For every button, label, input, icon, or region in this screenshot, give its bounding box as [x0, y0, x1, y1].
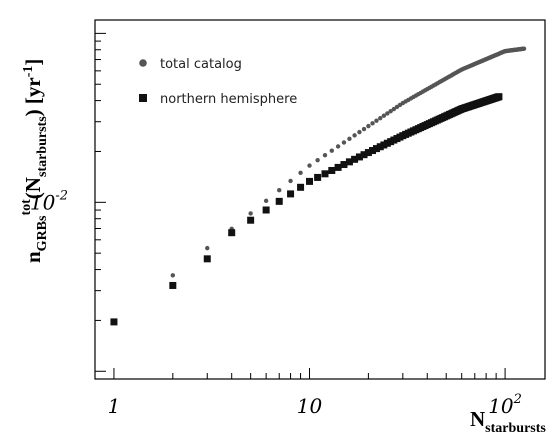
- y-tick-label: 10-2: [30, 188, 68, 214]
- x-axis-title-sub: starbursts: [485, 421, 546, 436]
- y-tick-label-exp: -2: [55, 188, 68, 203]
- y-axis-title-open: (N: [21, 177, 45, 199]
- data-point: [228, 229, 236, 237]
- x-tick-label-base: 1: [108, 394, 121, 418]
- data-point: [110, 318, 118, 326]
- x-axis-title: Nstarbursts: [470, 407, 546, 436]
- data-point: [315, 157, 320, 163]
- data-point: [388, 108, 393, 114]
- data-point: [378, 115, 383, 121]
- y-axis-title-n: n: [21, 251, 45, 263]
- legend-label: total catalog: [160, 57, 242, 72]
- series-northern-hemisphere: [110, 93, 503, 326]
- data-point: [341, 140, 347, 145]
- y-axis-title-sub2: starbursts: [35, 116, 50, 177]
- legend-marker-square: [139, 94, 147, 102]
- data-point: [370, 121, 375, 126]
- data-point: [329, 148, 335, 153]
- data-point: [297, 183, 305, 191]
- series-total-catalog: [111, 46, 527, 325]
- y-axis-title-close: ) [yr: [21, 77, 45, 116]
- legend-label: northern hemisphere: [160, 92, 297, 107]
- data-point: [391, 106, 397, 112]
- data-point: [322, 153, 328, 158]
- data-point: [340, 161, 348, 169]
- x-tick-label-exp: 2: [513, 392, 522, 407]
- legend-marker-circle: [139, 59, 147, 67]
- data-point: [205, 245, 210, 251]
- data-point: [307, 163, 312, 168]
- data-point: [366, 123, 371, 129]
- y-axis-title-sup2: -1: [21, 66, 36, 78]
- x-axis-title-base: N: [470, 407, 485, 431]
- legend: total catalog northern hemisphere: [139, 57, 297, 107]
- x-tick-label-base: 10: [297, 394, 323, 418]
- data-point: [361, 126, 367, 132]
- data-point: [495, 93, 503, 101]
- data-point: [275, 197, 283, 205]
- data-point: [352, 133, 357, 138]
- y-axis-title-sup: tot: [19, 199, 34, 216]
- y-axis-title: nGRBstot(Nstarbursts) [yr-1]: [19, 59, 50, 263]
- data-point: [372, 145, 380, 153]
- plot-frame: [94, 19, 546, 380]
- y-axis-title-end: ]: [21, 59, 45, 66]
- data-point: [321, 170, 329, 178]
- data-point: [328, 166, 336, 174]
- data-point: [248, 211, 253, 216]
- data-point: [369, 147, 377, 155]
- data-point: [521, 46, 527, 51]
- data-point: [298, 170, 303, 176]
- data-point: [247, 216, 255, 224]
- data-point: [381, 113, 387, 118]
- data-point: [347, 136, 352, 142]
- y-ticks: 10-2: [30, 32, 106, 380]
- data-point: [334, 163, 342, 171]
- data-point: [263, 198, 269, 204]
- data-point: [335, 144, 341, 149]
- data-point: [277, 187, 282, 193]
- x-tick-label-base: 10: [488, 394, 514, 418]
- y-axis-title-sub1: GRBs: [35, 215, 50, 251]
- data-point: [314, 173, 322, 181]
- x-tick-label: 1: [108, 394, 121, 418]
- data-point: [376, 143, 384, 151]
- y-tick-label-base: 10: [30, 190, 56, 214]
- data-point: [170, 273, 176, 278]
- x-ticks: 1 10 102: [108, 368, 522, 418]
- data-point: [374, 118, 379, 123]
- data-point: [203, 255, 211, 263]
- data-point: [306, 177, 314, 185]
- data-point: [351, 155, 359, 163]
- data-point: [169, 281, 177, 289]
- data-point: [357, 129, 362, 135]
- data-point: [345, 158, 353, 166]
- x-tick-label: 10: [297, 394, 323, 418]
- data-point: [262, 206, 270, 214]
- data-point: [287, 190, 295, 198]
- data-point: [364, 149, 372, 157]
- series-layer: [110, 46, 527, 326]
- x-tick-label: 102: [488, 392, 522, 418]
- data-point: [360, 151, 368, 159]
- data-point: [288, 178, 293, 184]
- data-point: [355, 153, 363, 161]
- data-point: [385, 111, 390, 116]
